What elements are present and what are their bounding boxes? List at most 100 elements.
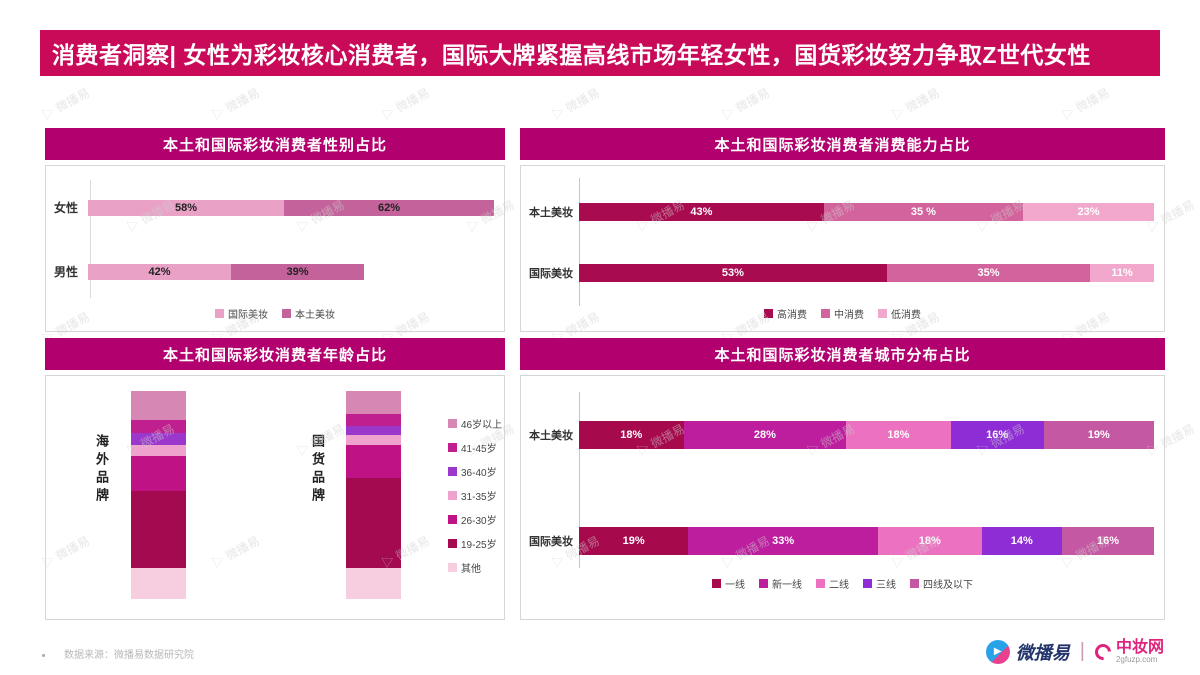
bar-segment: 58%: [88, 199, 285, 216]
bar-segment: 33%: [688, 527, 878, 555]
legend-label: 高消费: [777, 310, 807, 321]
category-label: 国际美妆: [529, 536, 573, 548]
legend-label: 19-25岁: [461, 540, 497, 551]
legend-label: 低消费: [891, 310, 921, 321]
chart-row: 女性 58% 62%: [52, 199, 494, 216]
legend-label: 本土美妆: [295, 310, 335, 321]
segment-value: 18%: [887, 429, 910, 441]
legend-item: 41-45岁: [448, 440, 502, 455]
panel-header-spending: 本土和国际彩妆消费者消费能力占比: [520, 128, 1165, 160]
segment-value: 18%: [918, 535, 941, 547]
segment-value: 53%: [721, 267, 744, 279]
legend-item: 低消费: [878, 306, 921, 321]
bar-segment: [131, 432, 186, 446]
legend-item: 26-30岁: [448, 512, 502, 527]
stacked-bar: [131, 391, 186, 600]
segment-value: 18%: [620, 429, 643, 441]
category-label: 本土美妆: [529, 207, 573, 219]
legend-item: 四线及以下: [910, 576, 973, 591]
chart-row: 本土美妆 18% 28% 18% 16% 19%: [527, 421, 1154, 449]
footer-logos: ▶ 微播易 | 中妆网 2gfuzp.com: [985, 638, 1164, 665]
panel-title: 本土和国际彩妆消费者消费能力占比: [714, 136, 971, 154]
legend-label: 46岁以上: [461, 420, 503, 431]
legend: 一线 新一线 二线 三线 四线及以下: [521, 576, 1164, 591]
bar-segment: 18%: [846, 421, 951, 449]
logo-separator: |: [1079, 640, 1085, 663]
legend-item: 36-40岁: [448, 464, 502, 479]
bar-segment: 62%: [284, 199, 494, 216]
segment-value: 39%: [286, 265, 309, 278]
bar-segment: [131, 455, 186, 491]
legend-swatch: [448, 419, 457, 428]
bar-track: 19% 33% 18% 14% 16%: [579, 527, 1154, 555]
legend-swatch: [863, 579, 872, 588]
segment-value: 11%: [1111, 267, 1133, 279]
bar-segment: 14%: [981, 527, 1062, 555]
bar-track: 18% 28% 18% 16% 19%: [579, 421, 1154, 449]
legend-swatch: [816, 579, 825, 588]
legend-label: 国际美妆: [228, 310, 268, 321]
category-label: 海外品牌: [94, 434, 109, 506]
watermark: ▷ 微播易: [549, 85, 602, 123]
zhongzhuang-logo-text: 中妆网: [1115, 638, 1164, 656]
legend: 46岁以上 41-45岁 36-40岁 31-35岁 26-30岁 19-25岁 其他: [448, 416, 502, 584]
legend-label: 26-30岁: [461, 516, 497, 527]
category-label: 本土美妆: [529, 430, 573, 442]
legend-swatch: [282, 309, 291, 318]
legend-label: 36-40岁: [461, 468, 497, 479]
segment-value: 42%: [148, 265, 171, 278]
segment-value: 28%: [753, 429, 776, 441]
segment-value: 23%: [1077, 206, 1100, 218]
watermark: ▷ 微播易: [889, 85, 942, 123]
bar-segment: 39%: [231, 263, 364, 280]
segment-value: 16%: [986, 429, 1009, 441]
title-banner: 消费者洞察| 女性为彩妆核心消费者，国际大牌紧握高线市场年轻女性，国货彩妆努力争…: [40, 30, 1160, 76]
data-source: 数据来源：微播易数据研究院: [64, 650, 194, 661]
legend-label: 一线: [725, 580, 745, 591]
bar-segment: 16%: [950, 421, 1044, 449]
legend-item: 本土美妆: [282, 306, 335, 321]
y-axis-line: [579, 392, 580, 568]
segment-value: 35 %: [910, 206, 936, 218]
zhongzhuang-domain: 2gfuzp.com: [1115, 655, 1158, 665]
legend-item: 一线: [712, 576, 745, 591]
gender-chart: 女性 58% 62% 男性 42% 39% 国际美妆 本土美妆: [45, 165, 505, 332]
watermark: ▷ 微播易: [379, 85, 432, 123]
panel-spending: 本土和国际彩妆消费者消费能力占比 本土美妆 43% 35 % 23% 国际美妆 53% 35…: [520, 128, 1165, 332]
weiboyi-logo: ▶ 微播易: [985, 639, 1070, 665]
category-label: 国货品牌: [310, 434, 325, 506]
chart-row: 国际美妆 19% 33% 18% 14% 16%: [527, 527, 1154, 555]
panel-city: 本土和国际彩妆消费者城市分布占比 本土美妆 18% 28% 18% 16% 19% 国际美妆…: [520, 338, 1165, 620]
bar-segment: 42%: [88, 263, 231, 280]
bar-segment: [346, 434, 401, 446]
bar-segment: 18%: [878, 527, 982, 555]
y-axis-line: [90, 180, 91, 298]
zhongzhuang-ring-icon: [1091, 640, 1115, 664]
category-label: 国际美妆: [529, 268, 573, 280]
legend-item: 二线: [816, 576, 849, 591]
legend-item: 31-35岁: [448, 488, 502, 503]
legend-item: 中消费: [821, 306, 864, 321]
bar-segment: 19%: [1043, 421, 1154, 449]
zhongzhuang-logo: 中妆网 2gfuzp.com: [1091, 638, 1164, 665]
segment-value: 33%: [772, 535, 795, 547]
legend-label: 四线及以下: [923, 580, 973, 591]
bar-segment: [346, 445, 401, 479]
segment-value: 19%: [622, 535, 645, 547]
legend-label: 31-35岁: [461, 492, 497, 503]
chart-row: 男性 42% 39%: [52, 263, 494, 280]
bar-segment: 16%: [1062, 527, 1154, 555]
legend-swatch: [821, 309, 830, 318]
bar-track: 42% 39%: [88, 263, 364, 280]
bar-segment: [346, 567, 401, 599]
stacked-bar: [346, 391, 401, 599]
chart-row: 国际美妆 53% 35% 11%: [527, 264, 1154, 282]
watermark: ▷ 微播易: [719, 85, 772, 123]
city-chart: 本土美妆 18% 28% 18% 16% 19% 国际美妆 19% 33% 18% 14% 16% 一线…: [520, 375, 1165, 620]
segment-value: 35%: [977, 267, 1000, 279]
page-title: 消费者洞察| 女性为彩妆核心消费者，国际大牌紧握高线市场年轻女性，国货彩妆努力争…: [52, 42, 1091, 68]
legend-swatch: [448, 443, 457, 452]
panel-header-gender: 本土和国际彩妆消费者性别占比: [45, 128, 505, 160]
panel-title: 本土和国际彩妆消费者性别占比: [162, 136, 387, 154]
